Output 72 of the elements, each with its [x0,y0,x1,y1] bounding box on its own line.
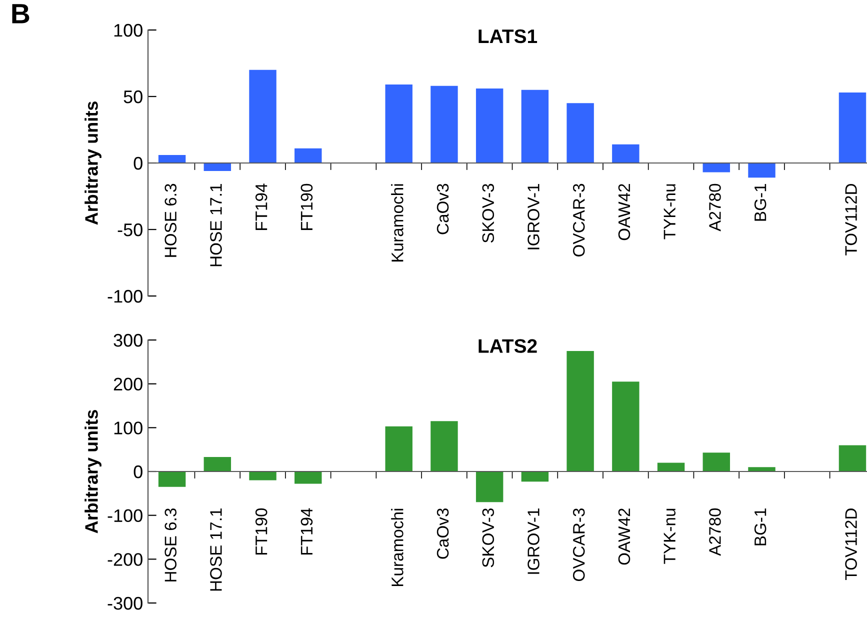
bar [476,88,504,163]
x-tick-label: HOSE 6.3 [164,508,177,582]
x-tick-label: TOV112D [845,508,857,580]
y-tick-label: 50 [124,90,142,104]
chart-title: LATS1 [478,29,538,44]
y-axis-title: Arbitrary units [84,410,102,534]
x-tick-label: TYK-nu [664,184,676,240]
x-tick-label: TOV112D [845,184,857,256]
bar [158,155,186,163]
x-tick-label: OAW42 [618,508,630,565]
bar [521,90,549,163]
bar [204,163,232,171]
y-tick-label: 0 [134,156,142,170]
x-tick-label: BG-1 [754,184,766,221]
x-tick-label: FT194 [300,508,313,555]
bar [385,426,412,472]
y-tick-label: 100 [114,422,142,434]
x-tick-label: HOSE 17.1 [210,184,222,266]
chart-title: LATS2 [478,339,537,353]
bar [385,84,412,163]
bar [566,103,594,163]
bar [838,445,866,472]
y-tick-label: -300 [108,596,142,610]
x-tick-label: OAW42 [618,184,630,240]
x-tick-label: IGROV-1 [528,508,540,574]
x-tick-label: A2780 [709,508,721,556]
bar [294,472,322,484]
bar [204,457,232,472]
bar [294,148,322,163]
bar [702,163,730,172]
y-tick-label: 300 [114,334,142,347]
text: B [12,4,30,24]
bar [838,92,866,163]
x-tick-label: CaOv3 [436,508,449,559]
x-tick-label: HOSE 17.1 [210,508,222,591]
y-tick-label: -50 [118,223,142,236]
x-tick-label: SKOV-3 [482,508,494,568]
x-tick-label: SKOV-3 [482,184,494,243]
y-tick-label: -100 [108,290,142,303]
bar [612,144,640,163]
bar [748,163,776,178]
bar [657,462,685,472]
x-tick-label: Kuramochi [391,184,404,262]
bar [748,467,776,472]
bar [430,421,458,472]
bar [430,86,458,163]
bar [566,350,594,472]
bar [476,472,504,502]
x-tick-label: CaOv3 [436,184,449,234]
x-tick-label: OVCAR-3 [572,184,585,256]
y-tick-label: 100 [114,24,142,37]
x-tick-label: TYK-nu [664,508,676,564]
y-tick-label: 200 [114,378,142,391]
x-tick-label: A2780 [709,184,721,232]
bar [521,472,549,482]
bar [249,70,276,163]
x-tick-label: FT194 [255,184,268,230]
y-axis-title: Arbitrary units [84,102,102,225]
x-tick-label: FT190 [300,184,313,230]
x-tick-label: OVCAR-3 [572,508,585,582]
x-tick-label: FT190 [255,508,268,555]
y-tick-label: -100 [108,509,142,522]
x-tick-label: BG-1 [754,508,766,546]
bar [158,472,186,487]
x-tick-label: HOSE 6.3 [164,184,177,257]
x-tick-label: IGROV-1 [528,184,540,250]
x-tick-label: Kuramochi [391,508,404,586]
bar [249,472,276,480]
bar [612,382,640,472]
bar [702,452,730,472]
y-tick-label: 0 [134,465,142,478]
y-tick-label: -200 [108,553,142,566]
